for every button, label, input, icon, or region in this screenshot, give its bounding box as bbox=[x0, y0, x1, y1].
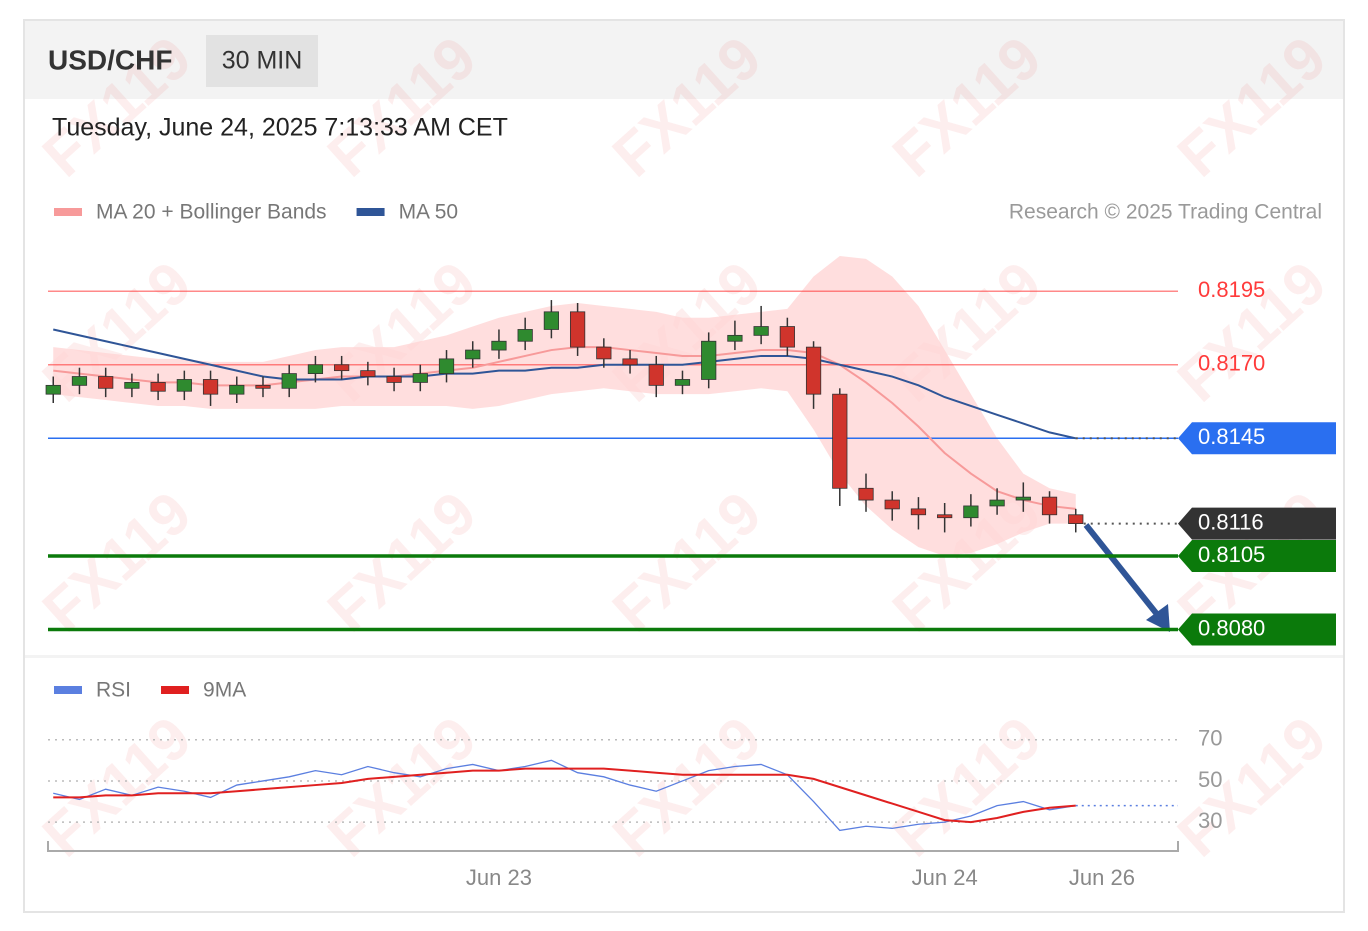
candle-body bbox=[753, 326, 769, 336]
candle-body bbox=[438, 358, 455, 374]
candle-body bbox=[569, 311, 586, 348]
candle-body bbox=[386, 376, 402, 383]
candle-body bbox=[360, 370, 376, 377]
overlay-line bbox=[53, 346, 1076, 510]
x-axis bbox=[47, 841, 1179, 852]
candle-body bbox=[124, 382, 140, 389]
candle-body bbox=[884, 499, 900, 510]
candle-body bbox=[937, 514, 953, 519]
timestamp: Tuesday, June 24, 2025 7:13:33 AM CET bbox=[52, 114, 508, 142]
legend-label: MA 50 bbox=[399, 201, 459, 224]
indicator-line bbox=[53, 759, 1076, 832]
forecast-arrow bbox=[1083, 523, 1163, 620]
level-label: 0.8145 bbox=[1198, 424, 1265, 449]
candle-body bbox=[674, 379, 691, 386]
candle-body bbox=[989, 499, 1005, 507]
y-tick-label: 50 bbox=[1198, 767, 1222, 792]
legend-swatch bbox=[54, 208, 82, 216]
candle-body bbox=[1068, 514, 1084, 524]
candle-body bbox=[150, 382, 166, 392]
timeframe: 30 MIN bbox=[222, 47, 303, 75]
source: Research © 2025 Trading Central bbox=[1009, 201, 1322, 224]
candle-body bbox=[202, 379, 219, 395]
overlay-line bbox=[53, 328, 1076, 440]
candle-body bbox=[596, 346, 612, 360]
candle-body bbox=[229, 384, 245, 395]
candle-body bbox=[334, 364, 350, 372]
legend-swatch bbox=[161, 686, 190, 694]
panel-divider bbox=[25, 655, 1343, 658]
candle-body bbox=[412, 373, 428, 383]
x-tick-label: Jun 24 bbox=[912, 865, 978, 890]
x-tick-label: Jun 23 bbox=[466, 865, 532, 890]
candle-body bbox=[45, 384, 61, 395]
candle-body bbox=[543, 311, 559, 330]
legend-swatch bbox=[54, 686, 82, 694]
candle-body bbox=[622, 358, 638, 366]
candle-body bbox=[71, 376, 88, 386]
candle-body bbox=[307, 364, 324, 374]
level-label: 0.8195 bbox=[1198, 277, 1265, 302]
candle-body bbox=[517, 329, 533, 342]
candle-body bbox=[1041, 496, 1058, 516]
candle-body bbox=[255, 384, 271, 389]
x-tick-label: Jun 26 bbox=[1069, 865, 1135, 890]
candle-body bbox=[281, 373, 297, 389]
level-badge bbox=[1178, 422, 1336, 455]
legend-swatch bbox=[356, 208, 385, 216]
y-tick-label: 70 bbox=[1198, 726, 1222, 751]
legend-label: MA 20 + Bollinger Bands bbox=[96, 201, 327, 224]
forecast-arrow-head bbox=[1146, 604, 1170, 632]
legend-label: RSI bbox=[96, 679, 131, 702]
card bbox=[23, 19, 1345, 913]
symbol: USD/CHF bbox=[48, 44, 172, 75]
candle-body bbox=[701, 340, 717, 380]
level-label: 0.8170 bbox=[1198, 351, 1265, 376]
candle-body bbox=[727, 334, 743, 342]
level-label: 0.8116 bbox=[1198, 509, 1264, 534]
candle-body bbox=[176, 379, 192, 392]
indicator-line bbox=[53, 767, 1076, 824]
candle-body bbox=[963, 505, 979, 519]
level-badge bbox=[1178, 539, 1336, 572]
level-label: 0.8105 bbox=[1198, 542, 1265, 567]
candle-body bbox=[910, 508, 927, 516]
timeframe-box bbox=[206, 35, 318, 87]
candle-body bbox=[858, 487, 874, 501]
candle-body bbox=[648, 364, 664, 386]
candle-body bbox=[779, 326, 795, 348]
level-label: 0.8080 bbox=[1198, 615, 1265, 640]
candle-body bbox=[465, 349, 481, 360]
y-tick-label: 30 bbox=[1198, 808, 1222, 833]
level-badge bbox=[1178, 613, 1336, 646]
candle-body bbox=[832, 393, 848, 489]
candle-body bbox=[491, 340, 507, 351]
bollinger-band bbox=[53, 255, 1076, 556]
candle-body bbox=[1015, 496, 1031, 501]
level-badge bbox=[1178, 507, 1336, 540]
candle-body bbox=[98, 376, 114, 389]
candle-body bbox=[805, 346, 822, 395]
legend-label: 9MA bbox=[203, 679, 246, 702]
